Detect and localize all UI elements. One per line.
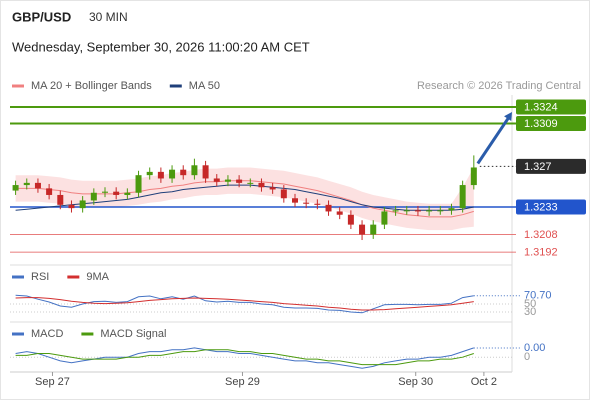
level-label: 1.3208 — [524, 229, 558, 241]
legend-label: MA 50 — [189, 80, 220, 92]
candle-body — [23, 182, 30, 186]
candle-body — [459, 185, 466, 209]
bollinger-band — [15, 167, 474, 231]
target-arrow — [476, 116, 511, 165]
level-label: 1.3192 — [524, 247, 558, 259]
legend-label: MA 20 + Bollinger Bands — [31, 80, 152, 92]
value-label: 70.70 — [524, 290, 552, 302]
y-tick-label: 0 — [524, 351, 530, 363]
indicator-line — [15, 297, 474, 311]
legend-label: MACD Signal — [100, 328, 166, 340]
level-box — [516, 158, 586, 174]
candle-body — [157, 171, 164, 179]
x-tick-label: Sep 29 — [225, 376, 260, 388]
candle-body — [102, 191, 108, 193]
candle-body — [135, 175, 142, 193]
y-tick-label: 50 — [524, 298, 536, 310]
x-tick-label: Sep 30 — [398, 376, 433, 388]
moving-average — [15, 184, 474, 211]
candle-body — [347, 214, 354, 225]
candle-body — [448, 208, 455, 211]
indicator-line — [15, 349, 474, 366]
legend-label: RSI — [31, 271, 49, 283]
candle-body — [381, 211, 388, 225]
candle-body — [359, 224, 366, 235]
level-label: 1.327 — [524, 161, 552, 173]
candle-body — [426, 210, 433, 212]
candle-body — [146, 171, 153, 176]
level-label: 1.3324 — [524, 101, 558, 113]
candle-body — [68, 204, 75, 209]
candle-body — [79, 200, 86, 209]
level-label: 1.3233 — [524, 201, 558, 213]
candle-body — [202, 165, 209, 179]
candle-body — [392, 210, 399, 212]
candle-body — [258, 182, 265, 188]
candle-body — [191, 165, 198, 176]
candle-body — [280, 189, 287, 199]
candle-body — [113, 191, 120, 195]
candle-body — [414, 210, 421, 212]
legend-label: MACD — [31, 328, 63, 340]
candle-body — [46, 188, 53, 195]
candle-body — [34, 182, 41, 189]
candle-body — [224, 179, 231, 182]
candle-body — [325, 204, 332, 212]
candle-body — [180, 169, 187, 176]
candle-body — [90, 192, 97, 201]
source: Research © 2026 Trading Central — [417, 80, 581, 92]
x-tick-label: Sep 27 — [35, 376, 70, 388]
candle-body — [269, 187, 276, 190]
y-tick-label: 30 — [524, 306, 536, 318]
candle-body — [124, 192, 131, 195]
level-box — [516, 199, 586, 215]
level-box — [516, 99, 586, 115]
candle-body — [336, 211, 343, 215]
candle-body — [213, 178, 220, 182]
target-arrow-head — [504, 112, 512, 122]
candle-body — [403, 210, 410, 212]
x-tick-label: Oct 2 — [471, 376, 497, 388]
timeframe: 30 MIN — [89, 10, 128, 24]
candle-body — [303, 202, 310, 204]
indicator-line — [15, 294, 474, 314]
candle-body — [292, 198, 298, 203]
candle-body — [236, 179, 243, 183]
level-box — [516, 116, 586, 132]
level-label: 1.3309 — [524, 118, 558, 130]
timestamp: Wednesday, September 30, 2026 11:00:20 A… — [12, 39, 310, 54]
candle-body — [169, 169, 176, 179]
symbol: GBP/USD — [12, 9, 71, 24]
legend-label: 9MA — [86, 271, 109, 283]
candle-body — [437, 210, 444, 212]
candle-body — [370, 224, 377, 235]
candle-body — [470, 167, 477, 186]
candle-body — [12, 185, 19, 191]
value-label: 0.00 — [524, 342, 545, 354]
candle-body — [57, 194, 64, 205]
candle-body — [314, 203, 321, 205]
candle-body — [247, 182, 254, 184]
